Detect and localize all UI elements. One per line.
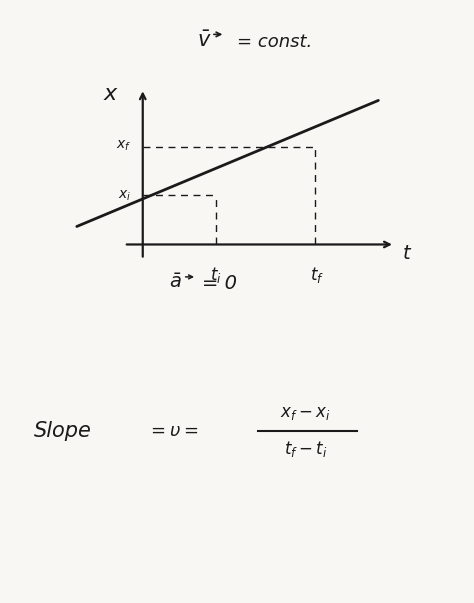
Text: = 0: = 0 xyxy=(201,274,237,293)
Text: $x_f - x_i$: $x_f - x_i$ xyxy=(280,403,330,421)
Text: $t_f - t_i$: $t_f - t_i$ xyxy=(284,438,327,458)
Text: $x_f$: $x_f$ xyxy=(116,138,131,153)
Text: $\bar{v}$: $\bar{v}$ xyxy=(197,30,211,51)
Text: x: x xyxy=(103,84,116,104)
Text: = const.: = const. xyxy=(237,33,312,51)
Text: t: t xyxy=(403,244,410,263)
Text: $t_i$: $t_i$ xyxy=(210,265,222,285)
Text: $x_i$: $x_i$ xyxy=(118,189,131,203)
Text: $= \upsilon =$: $= \upsilon =$ xyxy=(147,421,199,440)
Text: $\bar{a}$: $\bar{a}$ xyxy=(169,273,182,292)
Text: $t_f$: $t_f$ xyxy=(310,265,324,285)
Text: Slope: Slope xyxy=(35,420,92,441)
